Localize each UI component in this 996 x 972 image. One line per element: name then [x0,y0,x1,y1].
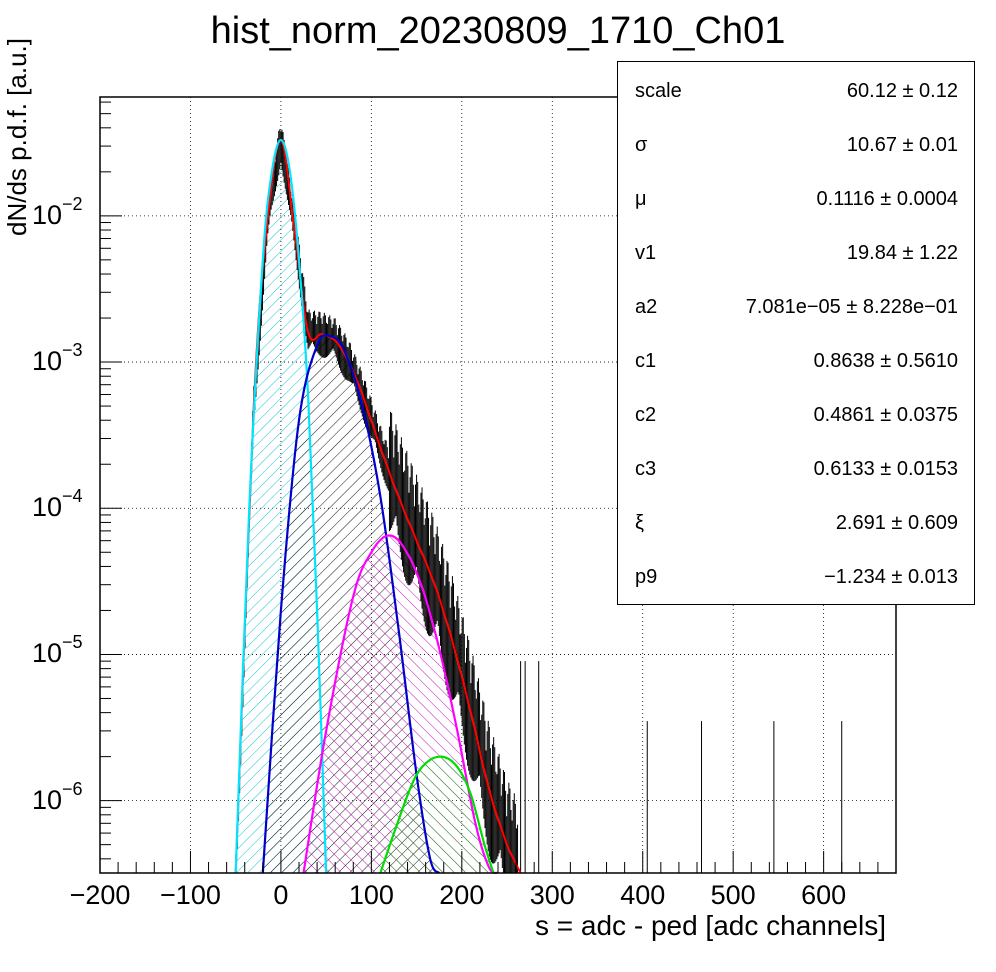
pedestal-curve [234,138,328,874]
hatched-fills [235,140,498,873]
x-tick-label: 100 [348,880,394,910]
y-tick-label: 10−2 [32,193,83,230]
stat-value: −1.234 ± 0.013 [824,566,958,588]
stat-value: 10.67 ± 0.01 [846,134,958,156]
stat-row-2: μ 0.1116 ± 0.0004 [618,170,974,224]
stat-value: 0.8638 ± 0.5610 [813,350,958,372]
stat-name: μ [635,188,647,210]
x-tick-label: 200 [439,880,485,910]
fit-stats-box: scale 60.12 ± 0.12 σ 10.67 ± 0.01 μ 0.1116 ± … [617,61,975,605]
stat-value: 2.691 ± 0.609 [835,512,958,534]
stat-value: 7.081e−05 ± 8.228e−01 [745,296,958,318]
three-pe-curve [379,755,495,874]
x-tick-label: 0 [273,880,289,910]
one-pe-curve [261,334,441,874]
x-tick-label: 300 [529,880,575,910]
stat-name: c1 [635,350,657,372]
stat-row-3: v1 19.84 ± 1.22 [618,224,974,278]
stat-row-8: ξ 2.691 ± 0.609 [618,494,974,548]
x-axis-label: s = adc - ped [adc channels] [535,910,886,941]
y-tick-label: 10−3 [32,340,83,377]
stat-name: a2 [635,296,658,318]
chart-title: hist_norm_20230809_1710_Ch01 [210,10,786,52]
x-tick-label: 600 [801,880,847,910]
stat-name: c3 [635,458,657,480]
stat-row-1: σ 10.67 ± 0.01 [618,116,974,170]
stat-name: σ [635,134,648,156]
x-tick-label: −200 [69,880,131,910]
stat-row-9: p9 −1.234 ± 0.013 [618,548,974,602]
stat-value: 0.6133 ± 0.0153 [813,458,958,480]
stat-row-4: a2 7.081e−05 ± 8.228e−01 [618,278,974,332]
stat-name: c2 [635,404,657,426]
stat-value: 0.4861 ± 0.0375 [813,404,958,426]
stat-row-0: scale 60.12 ± 0.12 [618,62,974,116]
stat-row-5: c1 0.8638 ± 0.5610 [618,332,974,386]
fit-curves [234,138,522,875]
stat-value: 60.12 ± 0.12 [846,80,958,102]
stat-row-7: c3 0.6133 ± 0.0153 [618,440,974,494]
y-tick-label: 10−5 [32,632,83,669]
x-tick-label: −100 [160,880,221,910]
stat-name: ξ [635,512,644,534]
stat-name: v1 [635,242,657,264]
stat-row-6: c2 0.4861 ± 0.0375 [618,386,974,440]
y-tick-label: 10−6 [32,778,83,815]
x-tick-label: 400 [620,880,666,910]
stat-name: scale [635,80,682,102]
stat-name: p9 [635,566,658,588]
x-tick-label: 500 [710,880,756,910]
two-pe-curve [302,534,499,875]
y-tick-label: 10−4 [32,486,83,523]
stat-value: 0.1116 ± 0.0004 [816,188,958,210]
three-pe-curve-fill [380,756,494,873]
axis-ticks [99,101,897,873]
stat-value: 19.84 ± 1.22 [846,242,958,264]
